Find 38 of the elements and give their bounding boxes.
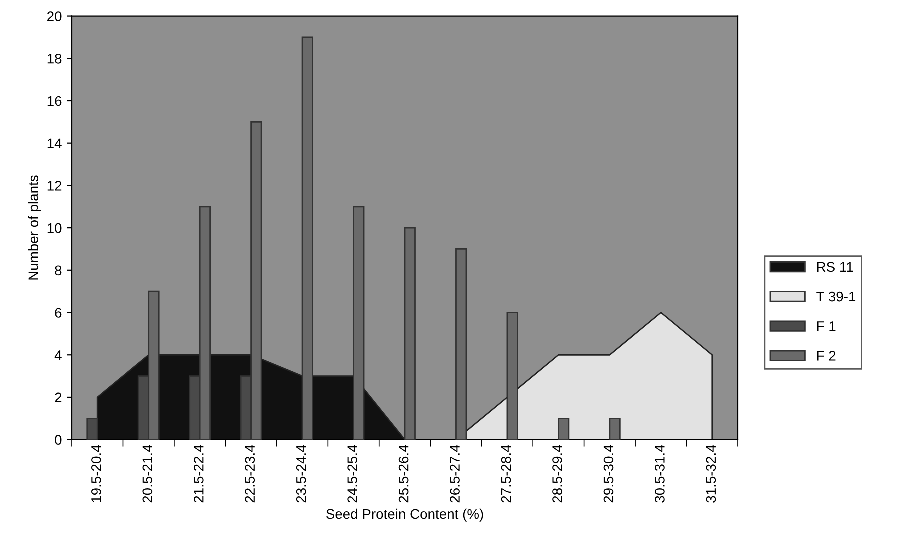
y-tick-label: 10 — [48, 223, 62, 234]
x-tick-label: 22.5-23.4 — [245, 445, 256, 503]
y-tick-label: 18 — [48, 54, 62, 64]
bar — [353, 206, 365, 440]
y-tick-label: 16 — [48, 96, 62, 106]
y-tick-label: 2 — [55, 392, 62, 403]
y-tick-label: 20 — [48, 12, 62, 22]
bar — [404, 227, 416, 440]
x-tick-label: 30.5-31.4 — [655, 445, 665, 503]
y-tick-label: 0 — [55, 435, 62, 445]
x-tick-label: 29.5-30.4 — [604, 445, 614, 503]
x-tick-label: 25.5-26.4 — [398, 445, 409, 503]
y-tick-label: 12 — [48, 181, 62, 191]
y-tick-label: 8 — [55, 266, 62, 276]
legend-label: F 1 — [817, 322, 836, 332]
legend-label: T 39-1 — [816, 292, 856, 302]
bar — [456, 248, 468, 440]
x-tick-label: 20.5-21.4 — [142, 445, 153, 503]
bar — [558, 418, 570, 440]
bar — [302, 36, 314, 440]
x-tick-label: 19.5-20.4 — [92, 445, 102, 502]
bar — [609, 418, 621, 440]
bar — [506, 312, 518, 440]
legend-label: F 2 — [817, 351, 836, 361]
x-tick-label: 24.5-25.4 — [348, 445, 358, 503]
x-tick-label: 27.5-28.4 — [501, 445, 512, 503]
bar — [86, 418, 98, 440]
legend-label: RS 11 — [817, 262, 854, 272]
y-axis-title: Number of plants — [28, 176, 42, 280]
x-tick-label: 23.5-24.4 — [296, 445, 306, 503]
x-axis-title: Seed Protein Content (%) — [326, 508, 484, 522]
y-tick-label: 6 — [55, 308, 62, 318]
y-tick-label: 14 — [48, 138, 62, 148]
y-tick-label: 4 — [54, 350, 62, 360]
x-tick-label: 26.5-27.4 — [450, 445, 460, 503]
x-tick-label: 31.5-32.4 — [706, 445, 716, 503]
x-tick-label: 28.5-29.4 — [552, 445, 562, 503]
x-tick-label: 21.5-22.4 — [194, 445, 204, 503]
